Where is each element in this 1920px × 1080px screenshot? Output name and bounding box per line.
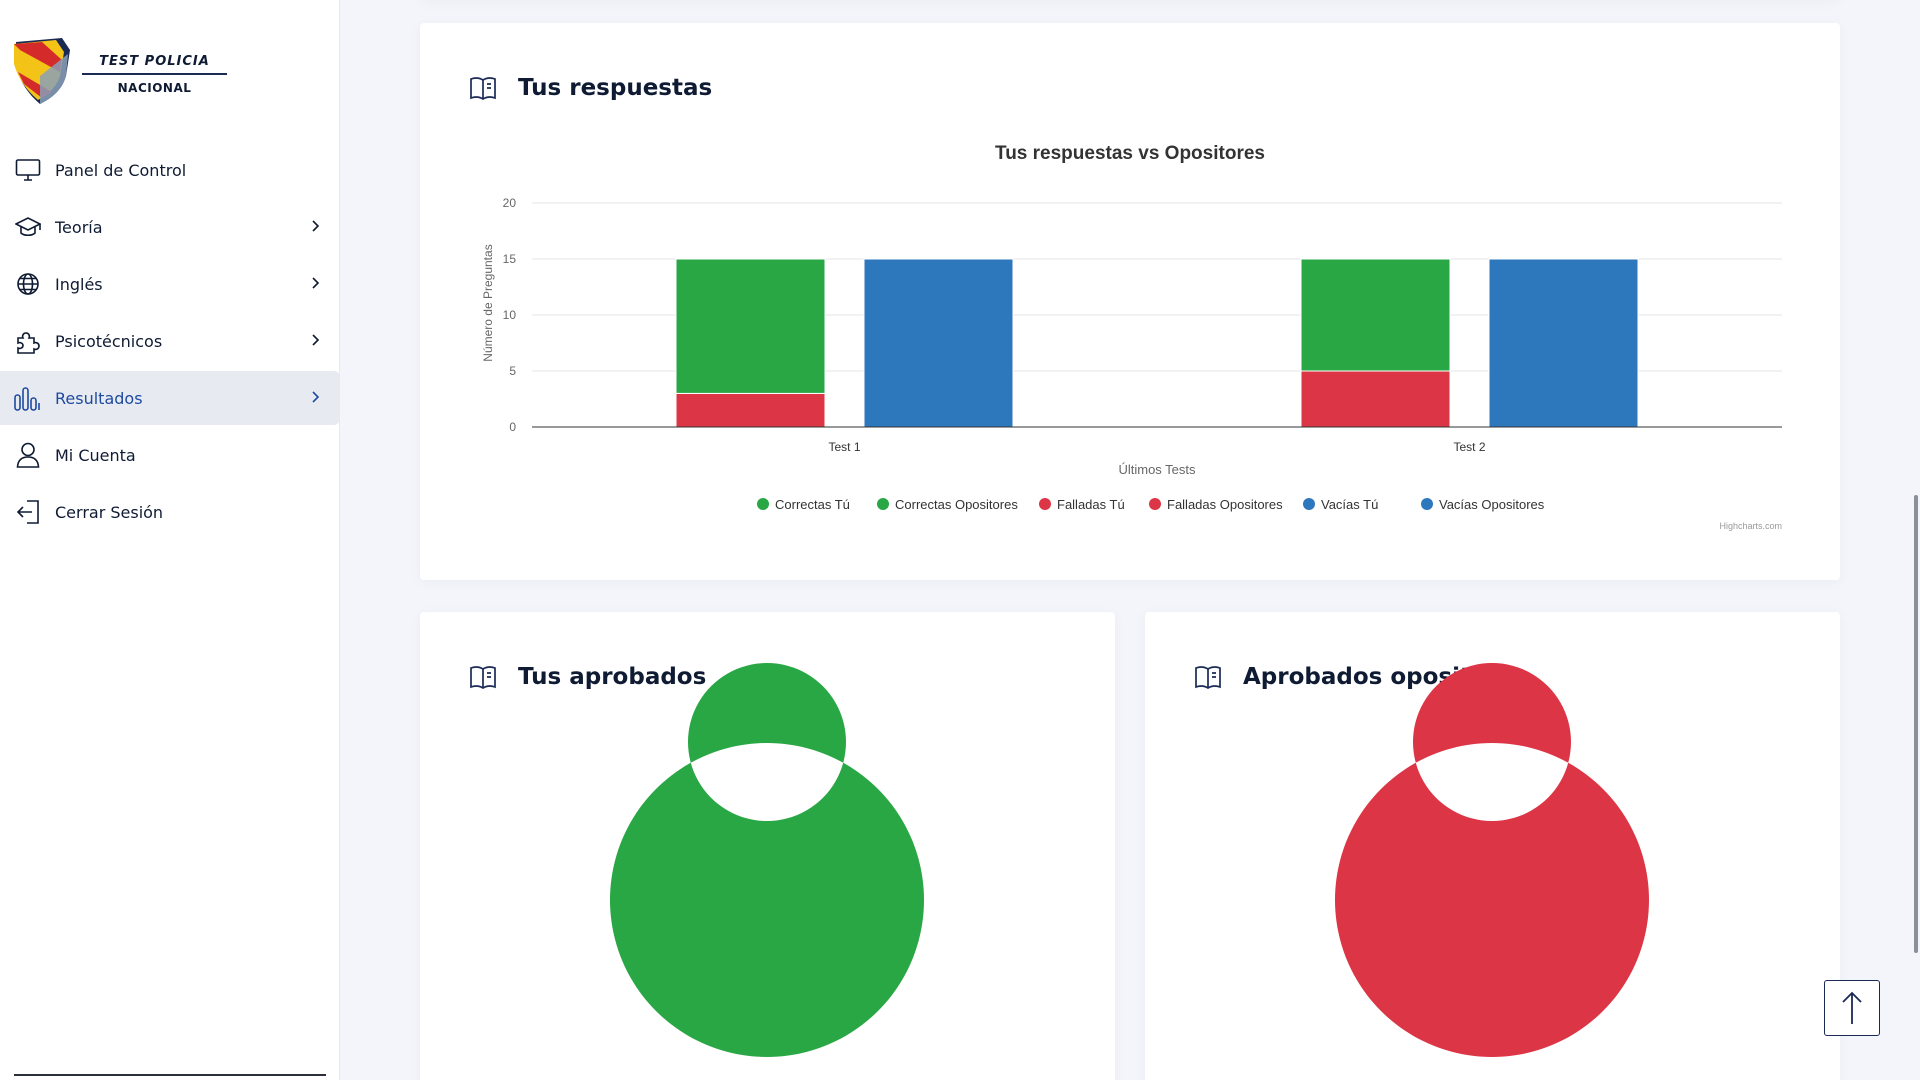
logout-icon <box>14 498 42 526</box>
donut-slice[interactable] <box>609 663 924 1057</box>
brand-logo[interactable]: TEST POLICIA NACIONAL <box>12 36 227 106</box>
legend-item[interactable]: Correctas Opositores <box>877 497 1018 512</box>
sidebar-item-label: Inglés <box>55 274 103 294</box>
legend-label: Falladas Opositores <box>1167 497 1283 512</box>
sidebar-divider <box>14 1074 326 1076</box>
chevron-right-icon <box>312 220 320 232</box>
aprobados-opositores-donut <box>1334 663 1649 1057</box>
legend-label: Correctas Opositores <box>895 497 1018 512</box>
bar <box>675 392 826 428</box>
bar <box>1300 370 1451 428</box>
legend-label: Falladas Tú <box>1057 497 1125 512</box>
chart-bars <box>675 258 1639 428</box>
chart-credits[interactable]: Highcharts.com <box>1719 521 1782 531</box>
legend-marker <box>1149 498 1161 510</box>
respuestas-header: Tus respuestas <box>468 73 712 103</box>
chart-x-categories: Test 1 Test 2 <box>828 440 1485 454</box>
legend-item[interactable]: Vacías Opositores <box>1421 497 1545 512</box>
sidebar-item-label: Panel de Control <box>55 160 187 180</box>
arrow-up-icon <box>1842 991 1862 1024</box>
chevron-right-icon <box>312 277 320 289</box>
aprobados-opositores-card: Aprobados opositores <box>1145 612 1840 1080</box>
respuestas-card: Tus respuestas Tus respuestas vs Oposito… <box>420 23 1840 580</box>
y-tick-label: 15 <box>503 252 517 266</box>
chart-title: Tus respuestas vs Opositores <box>995 143 1265 164</box>
legend-item[interactable]: Correctas Tú <box>757 497 850 512</box>
shield-logo-icon <box>14 38 70 104</box>
legend-marker <box>1039 498 1051 510</box>
book-open-icon <box>470 77 496 101</box>
sidebar-item-resultados[interactable]: Resultados <box>0 371 340 425</box>
sidebar-item-label: Cerrar Sesión <box>55 502 164 522</box>
legend-item[interactable]: Falladas Tú <box>1039 497 1125 512</box>
respuestas-chart: Tus respuestas vs Opositores 0 5 10 15 20 Nú… <box>481 143 1782 531</box>
book-open-icon <box>1195 666 1221 690</box>
legend-item[interactable]: Vacías Tú <box>1303 497 1378 512</box>
puzzle-icon <box>14 327 42 355</box>
legend-label: Vacías Opositores <box>1439 497 1545 512</box>
y-axis-label: Número de Preguntas <box>481 244 495 361</box>
chart-y-ticks: 0 5 10 15 20 <box>503 196 517 434</box>
sidebar-item-label: Psicotécnicos <box>55 331 163 351</box>
legend-marker <box>877 498 889 510</box>
legend-label: Vacías Tú <box>1321 497 1378 512</box>
bar <box>863 258 1014 428</box>
sidebar-item-mi-cuenta[interactable]: Mi Cuenta <box>0 428 340 482</box>
bar <box>1300 258 1451 372</box>
sidebar-item-ingles[interactable]: Inglés <box>0 257 340 311</box>
chevron-right-icon <box>312 334 320 346</box>
donut-slice[interactable] <box>1334 663 1649 1057</box>
y-tick-label: 0 <box>509 420 516 434</box>
page-scrollbar[interactable] <box>1914 495 1918 953</box>
sidebar-item-cerrar-sesion[interactable]: Cerrar Sesión <box>0 485 340 539</box>
legend-label: Correctas Tú <box>775 497 850 512</box>
legend-marker <box>1303 498 1315 510</box>
chart-legend[interactable]: Correctas Tú Correctas Opositores Falladas… <box>757 497 1545 512</box>
sidebar-item-panel-de-control[interactable]: Panel de Control <box>0 143 340 197</box>
tus-aprobados-header: Tus aprobados <box>468 662 706 692</box>
x-tick-label: Test 1 <box>828 440 860 454</box>
globe-icon <box>14 270 42 298</box>
sidebar-item-label: Mi Cuenta <box>55 445 136 465</box>
brand-line1: TEST POLICIA <box>82 54 227 75</box>
legend-item[interactable]: Falladas Opositores <box>1149 497 1283 512</box>
y-tick-label: 5 <box>509 364 516 378</box>
chevron-right-icon <box>312 391 320 403</box>
scroll-to-top-button[interactable] <box>1824 980 1880 1036</box>
brand-line2: NACIONAL <box>117 81 192 95</box>
y-tick-label: 20 <box>503 196 517 210</box>
sidebar-item-teoria[interactable]: Teoría <box>0 200 340 254</box>
bar <box>1488 258 1639 428</box>
bar <box>675 258 826 394</box>
legend-marker <box>1421 498 1433 510</box>
sidebar-nav: Panel de Control Teoría Inglés Psicotécn… <box>0 143 340 542</box>
graduation-cap-icon <box>14 213 42 241</box>
bar-chart-icon <box>14 384 42 412</box>
x-tick-label: Test 2 <box>1453 440 1485 454</box>
legend-marker <box>757 498 769 510</box>
sidebar: TEST POLICIA NACIONAL Panel de Control T… <box>0 0 340 1080</box>
tus-aprobados-donut <box>609 663 924 1057</box>
y-tick-label: 10 <box>503 308 517 322</box>
user-icon <box>14 441 42 469</box>
sidebar-item-label: Teoría <box>55 217 103 237</box>
tus-aprobados-card: Tus aprobados <box>420 612 1115 1080</box>
sidebar-item-psicotecnicos[interactable]: Psicotécnicos <box>0 314 340 368</box>
sidebar-item-label: Resultados <box>55 388 143 408</box>
x-axis-label: Últimos Tests <box>1118 462 1196 477</box>
book-open-icon <box>470 666 496 690</box>
monitor-icon <box>14 156 42 184</box>
tus-aprobados-title: Tus aprobados <box>518 664 707 690</box>
respuestas-title: Tus respuestas <box>518 75 713 101</box>
